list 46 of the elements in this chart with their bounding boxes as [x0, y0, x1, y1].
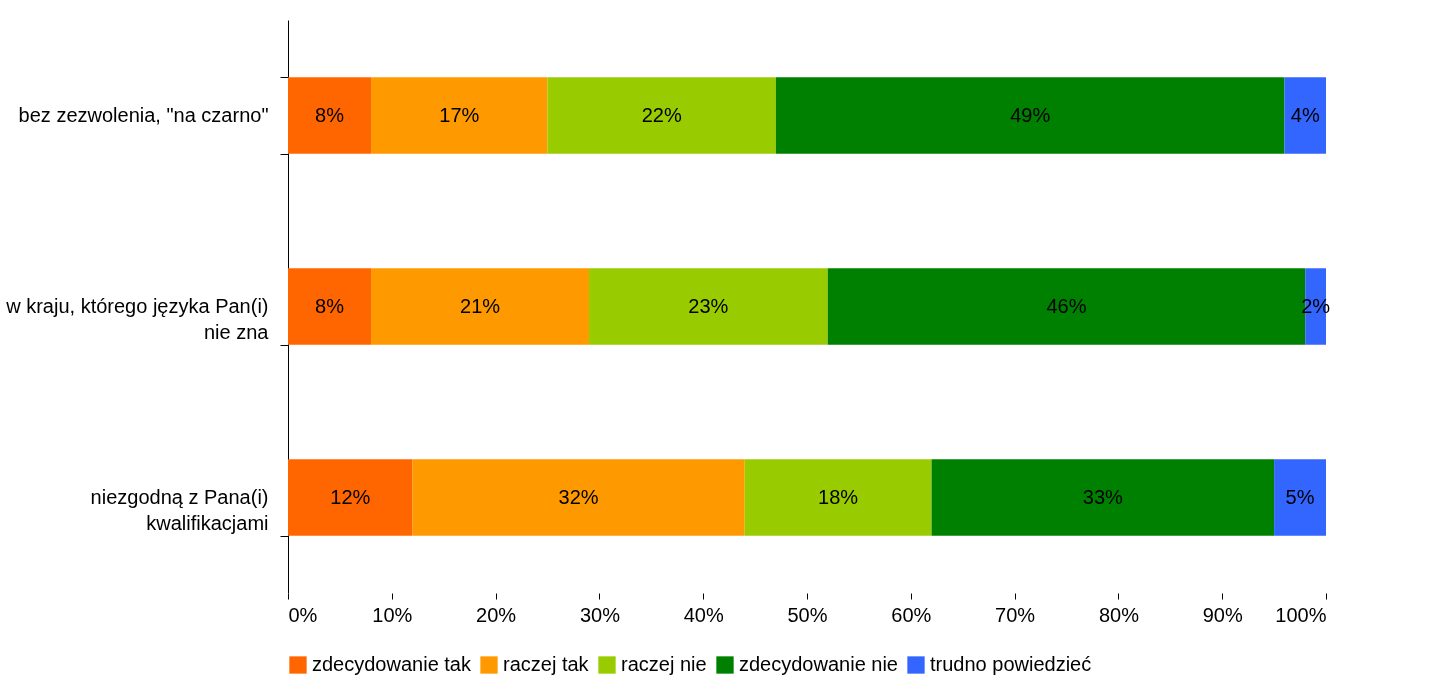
data-label: 12%	[330, 485, 371, 508]
x-tick-label: 10%	[372, 603, 413, 626]
x-tick-label: 100%	[1275, 603, 1327, 626]
bar	[931, 459, 1275, 536]
y-tick-label: bez zezwolenia, "na czarno"	[18, 104, 269, 126]
legend-label: zdecydowanie tak	[312, 653, 472, 675]
bar	[1274, 459, 1326, 536]
x-tick-label: 0%	[288, 603, 318, 626]
bar	[775, 77, 1285, 154]
bar	[288, 77, 372, 154]
x-tick-label: 30%	[579, 603, 621, 626]
data-label: 8%	[315, 294, 345, 317]
x-tick-label: 60%	[891, 603, 932, 626]
bar	[371, 77, 548, 154]
data-label: 8%	[315, 103, 345, 126]
bar	[288, 459, 413, 536]
data-label: 46%	[1046, 294, 1087, 317]
x-tick-label: 90%	[1202, 603, 1243, 626]
y-tick-label: niezgodną z Pana(i) kwalifikacjami	[90, 486, 269, 534]
data-label: 5%	[1285, 485, 1315, 508]
bar	[288, 268, 372, 345]
data-label: 21%	[460, 294, 501, 317]
x-tick-label: 80%	[1098, 603, 1140, 626]
data-label: 18%	[818, 485, 859, 508]
x-tick-label: 40%	[683, 603, 724, 626]
data-label: 23%	[688, 294, 729, 317]
legend-label: trudno powiedzieć	[930, 653, 1092, 675]
legend-label: raczej nie	[621, 653, 707, 675]
bar	[547, 77, 776, 154]
y-tick-label: w kraju, którego języka Pan(i) nie zna	[5, 295, 270, 343]
data-label: 49%	[1010, 103, 1051, 126]
legend-label: raczej tak	[503, 653, 590, 675]
data-label: 17%	[439, 103, 480, 126]
bar	[371, 268, 590, 345]
bar	[589, 268, 828, 345]
x-tick-label: 50%	[787, 603, 828, 626]
data-label: 22%	[641, 103, 682, 126]
legend-label: zdecydowanie nie	[739, 653, 898, 675]
data-label: 33%	[1082, 485, 1124, 508]
x-tick-label: 20%	[476, 603, 517, 626]
data-label: 32%	[558, 485, 599, 508]
bar	[412, 459, 745, 536]
bar	[744, 459, 932, 536]
data-label: 4%	[1290, 103, 1320, 126]
bar	[1284, 77, 1326, 154]
x-tick-label: 70%	[995, 603, 1036, 626]
